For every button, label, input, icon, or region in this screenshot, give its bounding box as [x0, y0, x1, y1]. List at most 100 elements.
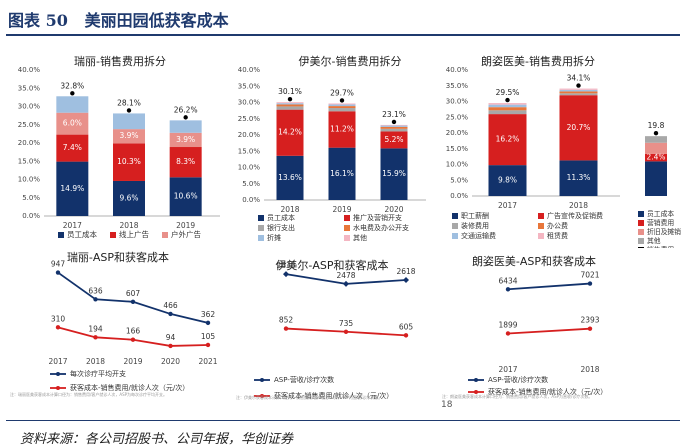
footer-rule — [6, 420, 680, 421]
total-marker — [391, 119, 397, 125]
legend-swatch — [344, 215, 350, 221]
legend-label: 折旧及摊销 — [647, 227, 681, 236]
data-label: 194 — [88, 324, 103, 333]
legend-swatch — [258, 215, 264, 221]
bar-segment — [488, 103, 527, 105]
bar-segment — [380, 148, 408, 200]
legend-marker — [56, 372, 60, 376]
figure-footer: 资料来源：各公司招股书、公司年报，华创证券 — [0, 414, 684, 447]
series-marker — [168, 343, 173, 349]
y-tick-label: 10.0% — [238, 164, 261, 172]
bar-data-label: 10.3% — [117, 157, 141, 166]
legend-marker — [260, 378, 264, 382]
chart-note: 注：瑞丽医美获客成本计算口径为：销售费用/客户就诊人次，ASP为每次诊疗平均开支… — [10, 391, 167, 397]
legend-label: 水电费及办公开支 — [353, 223, 409, 232]
series-marker — [283, 271, 289, 278]
series-line — [507, 282, 591, 291]
x-tick-label: 2020 — [384, 205, 403, 214]
legend-label: 推广及营销开支 — [353, 213, 402, 222]
bar-data-label: 14.9% — [60, 184, 84, 193]
series-marker — [403, 333, 409, 338]
y-tick-label: 40.0% — [238, 66, 261, 74]
data-label: 735 — [339, 319, 354, 328]
data-label: 636 — [88, 286, 103, 295]
legend-label: 装修费用 — [461, 221, 489, 230]
bar-segment — [559, 88, 598, 90]
series-line — [507, 327, 591, 335]
series-marker — [343, 329, 349, 334]
total-label: 19.8 — [648, 121, 665, 130]
legend-swatch — [162, 232, 168, 238]
bar-data-label: 5.2% — [384, 135, 403, 144]
page-number: 18 — [441, 400, 453, 410]
bar-segment — [559, 93, 598, 96]
legend-swatch — [538, 213, 544, 219]
series-marker — [55, 270, 61, 275]
total-marker — [287, 96, 293, 102]
legend-marker — [56, 386, 60, 390]
bar-segment — [645, 161, 667, 196]
x-tick-label: 2020 — [161, 357, 180, 366]
legend-label: 员工成本 — [647, 209, 674, 218]
y-tick-label: 15.0% — [238, 147, 261, 155]
y-tick-label: 25.0% — [238, 115, 261, 123]
y-tick-label: 40.0% — [18, 66, 41, 74]
total-marker — [505, 97, 510, 103]
legend-swatch — [538, 223, 544, 229]
bar-segment — [488, 114, 527, 166]
series-marker — [205, 320, 211, 326]
bar-data-label: 15.9% — [382, 169, 406, 178]
series-marker — [168, 311, 173, 317]
x-tick-label: 2017 — [63, 221, 82, 230]
y-tick-label: 0.0% — [450, 192, 468, 200]
bar-segment — [276, 103, 304, 105]
y-tick-label: 30.0% — [446, 98, 469, 106]
legend-label: 户外广告 — [171, 229, 201, 239]
bar-segment — [56, 134, 89, 162]
legend-swatch — [638, 229, 644, 235]
y-tick-label: 20.0% — [18, 139, 41, 147]
y-tick-label: 5.0% — [22, 194, 40, 202]
total-marker — [70, 91, 75, 96]
legend-swatch — [638, 238, 644, 244]
chart-title: 瑞丽-ASP和获客成本 — [67, 250, 169, 264]
y-tick-label: 0.0% — [242, 196, 260, 204]
legend-label: 员工成本 — [267, 213, 295, 222]
legend-label: 每次诊疗平均开支 — [70, 369, 126, 378]
data-label: 94 — [166, 333, 176, 342]
data-label: 607 — [126, 289, 141, 298]
series-marker — [130, 337, 136, 342]
legend-swatch — [638, 247, 644, 248]
chart-langzi-asp: 朗姿医美-ASP和获客成本 6434 7021 1899 2393 2017 2018 ASP… — [442, 254, 607, 399]
legend-label: 租赁费 — [547, 231, 568, 240]
legend-label: 折摊 — [267, 233, 281, 242]
bar-data-label: 8.3% — [176, 157, 195, 166]
series-marker — [343, 280, 349, 287]
bar-data-label: 16.1% — [330, 169, 354, 178]
legend-label: 获客成本-销售费用/就诊人次（元/次） — [488, 387, 607, 396]
y-tick-label: 35.0% — [18, 84, 41, 92]
y-tick-label: 20.0% — [446, 129, 469, 137]
bar-data-label: 3.9% — [176, 135, 195, 144]
legend-swatch — [452, 213, 458, 219]
x-tick-label: 2018 — [580, 365, 599, 374]
bar-data-label: 13.6% — [278, 173, 302, 182]
chart-title: 朗姿医美-ASP和获客成本 — [472, 254, 596, 268]
bar-segment — [380, 131, 408, 149]
legend-label: 线上广告 — [119, 229, 149, 239]
y-tick-label: 10.0% — [18, 176, 41, 184]
bar-segment — [328, 103, 356, 105]
bar-segment — [113, 143, 145, 181]
legend-label: 获客成本-销售费用/就诊人次（元/次） — [70, 383, 189, 392]
y-tick-label: 40.0% — [446, 66, 469, 74]
series-marker — [587, 326, 593, 331]
total-label: 34.1% — [567, 74, 591, 83]
bar-data-label: 7.4% — [63, 143, 82, 152]
bar-segment — [488, 104, 527, 108]
legend-label: 交通运输费 — [461, 231, 496, 240]
panel-yimeier-sales-split: 伊美尔-销售费用拆分 0.0% 5.0% 10.0% 15.0% 20.0% 25.0% 30… — [232, 50, 434, 248]
data-label: 1899 — [498, 320, 517, 329]
legend-label: 其他 — [647, 236, 661, 245]
bar-segment — [113, 129, 145, 144]
